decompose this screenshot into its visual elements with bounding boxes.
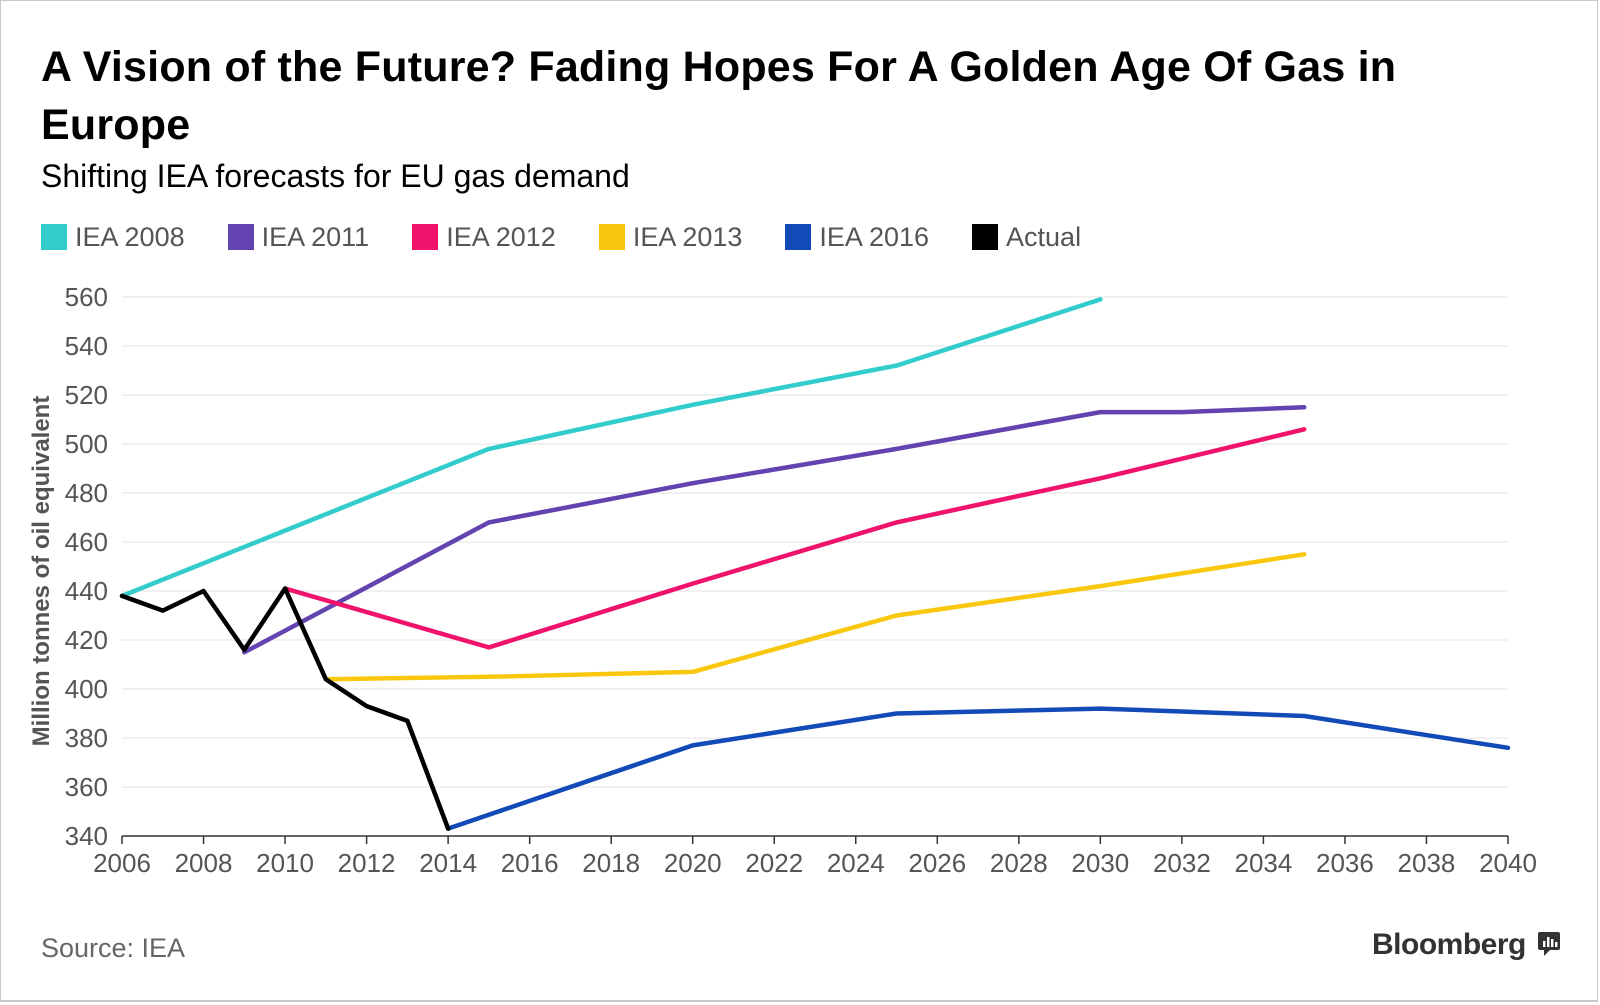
x-tick-label: 2038 bbox=[1398, 848, 1456, 878]
legend-label: IEA 2008 bbox=[75, 221, 185, 252]
legend-swatch bbox=[598, 224, 625, 250]
x-tick-label: 2040 bbox=[1479, 848, 1537, 878]
y-tick-label: 380 bbox=[65, 723, 108, 753]
legend-label: IEA 2013 bbox=[632, 221, 743, 252]
series-line-iea-2008 bbox=[119, 297, 1103, 599]
legend-label: IEA 2011 bbox=[261, 221, 370, 252]
x-tick-label: 2010 bbox=[256, 848, 314, 878]
y-tick-label: 520 bbox=[65, 380, 108, 410]
y-tick-label: 340 bbox=[65, 821, 108, 851]
legend-swatch bbox=[41, 224, 67, 250]
x-tick-label: 2034 bbox=[1234, 848, 1292, 878]
chart-subtitle: Shifting IEA forecasts for EU gas demand bbox=[41, 158, 630, 194]
brand-logo: Bloomberg bbox=[1372, 928, 1526, 961]
legend-swatch bbox=[972, 224, 999, 250]
x-tick-label: 2032 bbox=[1153, 848, 1211, 878]
y-tick-label: 460 bbox=[65, 527, 108, 557]
y-tick-label: 400 bbox=[65, 674, 108, 704]
x-tick-label: 2026 bbox=[908, 848, 966, 878]
x-tick-label: 2024 bbox=[827, 848, 885, 878]
legend: IEA 2008 IEA 2011 IEA 2012 IEA 2013 IEA 2016… bbox=[41, 222, 1124, 252]
legend-swatch bbox=[227, 224, 254, 250]
legend-swatch bbox=[785, 224, 812, 250]
legend-item: Actual bbox=[972, 222, 1081, 253]
series-line-iea-2012 bbox=[282, 427, 1307, 650]
x-tick-label: 2012 bbox=[338, 848, 396, 878]
x-tick-label: 2022 bbox=[745, 848, 803, 878]
legend-label: IEA 2016 bbox=[819, 221, 930, 252]
legend-item: IEA 2016 bbox=[785, 222, 929, 253]
chart-title: A Vision of the Future? Fading Hopes For… bbox=[41, 43, 1397, 149]
x-tick-label: 2016 bbox=[501, 848, 559, 878]
legend-label: Actual bbox=[1006, 221, 1082, 252]
y-tick-label: 360 bbox=[65, 772, 108, 802]
x-tick-label: 2006 bbox=[93, 848, 151, 878]
legend-item: IEA 2012 bbox=[412, 222, 556, 253]
bloomberg-terminal-icon bbox=[1538, 932, 1560, 956]
legend-item: IEA 2008 bbox=[41, 222, 185, 253]
legend-label: IEA 2012 bbox=[446, 221, 556, 252]
legend-swatch bbox=[412, 224, 439, 250]
x-tick-label: 2036 bbox=[1316, 848, 1374, 878]
y-tick-label: 440 bbox=[65, 576, 108, 606]
legend-item: IEA 2011 bbox=[227, 221, 370, 253]
x-tick-label: 2030 bbox=[1071, 848, 1129, 878]
source-note: Source: IEA bbox=[41, 933, 186, 963]
series-line-actual bbox=[119, 586, 451, 831]
x-tick-label: 2020 bbox=[664, 848, 722, 878]
y-tick-label: 540 bbox=[65, 331, 108, 361]
y-tick-label: 480 bbox=[65, 478, 108, 508]
x-tick-label: 2014 bbox=[419, 848, 477, 878]
series-line-iea-2011 bbox=[242, 405, 1307, 655]
legend-item: IEA 2013 bbox=[598, 221, 743, 253]
x-tick-label: 2028 bbox=[990, 848, 1048, 878]
series-line-iea-2016 bbox=[445, 706, 1511, 831]
x-tick-label: 2008 bbox=[175, 848, 233, 878]
y-tick-label: 420 bbox=[65, 625, 108, 655]
series-line-iea-2013 bbox=[323, 552, 1307, 682]
y-tick-label: 560 bbox=[65, 282, 108, 312]
x-tick-label: 2018 bbox=[582, 848, 640, 878]
y-tick-label: 500 bbox=[65, 429, 108, 459]
